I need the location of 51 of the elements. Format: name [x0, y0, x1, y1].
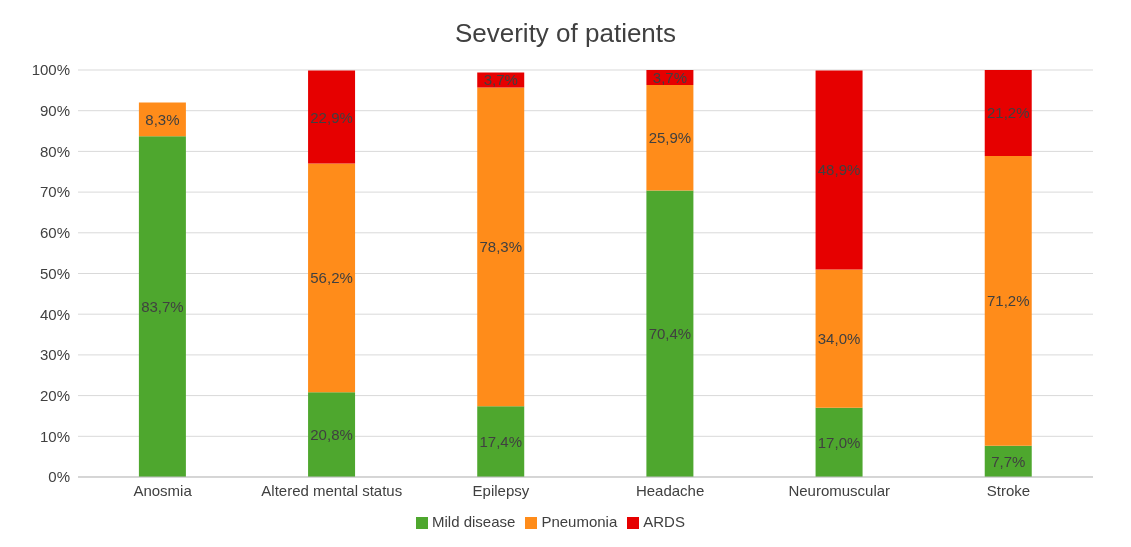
bar: [815, 407, 863, 477]
y-tick-label: 100%: [31, 61, 70, 79]
data-label: 7,7%: [991, 452, 1026, 470]
bar: [477, 406, 525, 477]
data-label: 48,9%: [817, 161, 861, 179]
data-label: 70,4%: [648, 325, 692, 343]
x-tick-label: Headache: [635, 481, 705, 499]
data-label: 83,7%: [141, 298, 184, 316]
x-tick-label: Stroke: [986, 481, 1031, 499]
x-tick-label: Epilepsy: [472, 481, 530, 499]
y-tick-label: 40%: [39, 305, 70, 323]
data-label: 34,0%: [817, 330, 861, 348]
bar: [308, 70, 356, 164]
bar: [138, 136, 186, 477]
data-label: 22,9%: [310, 108, 353, 126]
data-label: 78,3%: [479, 238, 523, 256]
bar: [477, 87, 525, 407]
legend-label: Pneumonia: [541, 513, 618, 530]
bar: [308, 163, 356, 393]
x-tick-label: Altered mental status: [261, 481, 403, 499]
x-tick-label: Neuromuscular: [788, 481, 891, 499]
y-tick-label: 30%: [39, 346, 70, 364]
data-label: 25,9%: [648, 129, 692, 147]
y-tick-label: 50%: [39, 264, 70, 282]
chart-title: Severity of patients: [453, 17, 678, 50]
data-label: 17,0%: [817, 433, 861, 451]
data-label: 71,2%: [986, 292, 1030, 310]
y-tick-label: 90%: [39, 102, 70, 120]
bar: [815, 269, 863, 408]
data-label: 21,2%: [986, 104, 1030, 122]
bar: [646, 85, 694, 191]
data-label: 56,2%: [310, 269, 353, 287]
legend-label: Mild disease: [432, 513, 516, 530]
y-tick-label: 0%: [48, 468, 70, 486]
y-tick-label: 60%: [39, 224, 70, 242]
data-label: 20,8%: [310, 426, 353, 444]
bar: [984, 70, 1032, 156]
data-label: 17,4%: [479, 433, 523, 451]
data-label: 8,3%: [145, 110, 180, 128]
data-label: 3,7%: [483, 71, 518, 89]
bar: [646, 190, 694, 477]
y-tick-label: 80%: [39, 142, 70, 160]
y-tick-label: 10%: [39, 427, 70, 445]
data-label: 3,7%: [652, 69, 687, 87]
y-tick-label: 20%: [39, 386, 70, 404]
legend-label: ARDS: [643, 513, 685, 530]
y-tick-label: 70%: [39, 183, 70, 201]
bar: [984, 155, 1032, 446]
bar: [308, 392, 356, 477]
x-tick-label: Anosmia: [133, 481, 193, 499]
bar: [815, 70, 863, 270]
